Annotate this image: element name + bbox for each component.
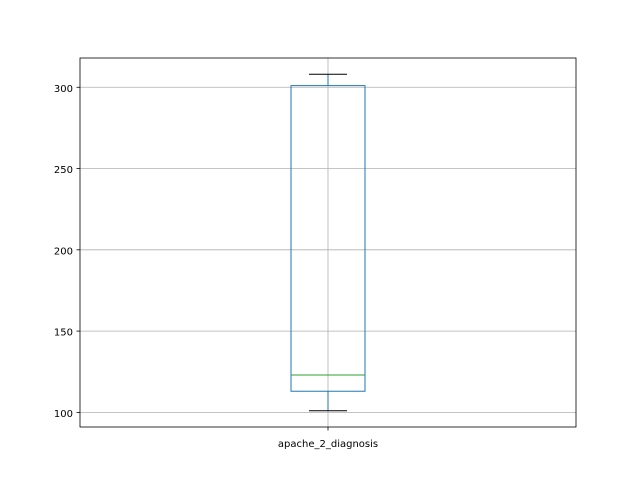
x-tick-label: apache_2_diagnosis	[278, 439, 378, 450]
box-layer	[290, 73, 366, 412]
y-tick-label: 250	[54, 165, 73, 176]
y-tick-label: 300	[54, 84, 73, 95]
y-tick-label: 150	[54, 328, 73, 339]
y-tick-label: 200	[54, 246, 73, 257]
axis-layer: 100 150 200 250 300 apache_2_diagnosis	[54, 57, 577, 450]
iqr-box	[290, 85, 366, 392]
y-tick-label: 100	[54, 409, 73, 420]
grid-layer	[80, 58, 576, 427]
